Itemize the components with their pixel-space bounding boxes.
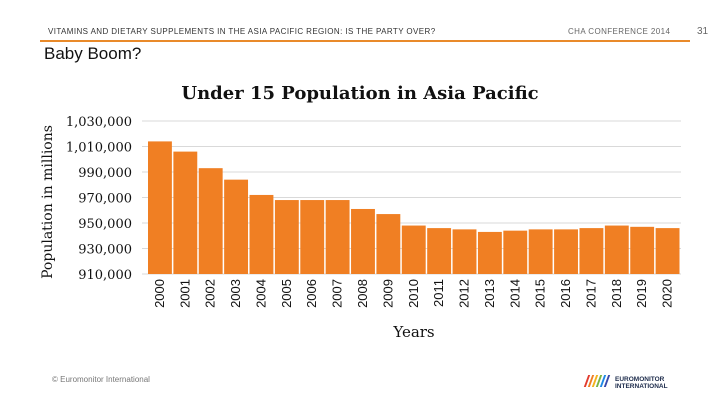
- top-bar-left: [0, 0, 420, 20]
- x-tick-label: 2017: [583, 279, 598, 308]
- bar-2001: [173, 151, 198, 274]
- x-tick-label: 2019: [634, 279, 649, 308]
- y-tick-label: 990,000: [78, 166, 132, 181]
- x-tick-label: 2005: [279, 279, 294, 308]
- x-tick-label: 2001: [177, 279, 192, 308]
- x-tick-label: 2007: [330, 279, 345, 308]
- x-tick-label: 2000: [152, 279, 167, 308]
- logo-text-line1: EUROMONITOR: [615, 376, 665, 383]
- bar-2015: [528, 229, 553, 274]
- y-tick-label: 970,000: [78, 192, 132, 207]
- x-axis-label: Years: [392, 323, 434, 341]
- x-tick-label: 2015: [533, 279, 548, 308]
- logo-text-line2: INTERNATIONAL: [615, 383, 668, 390]
- bar-2018: [604, 225, 629, 274]
- y-tick-label: 930,000: [78, 243, 132, 258]
- bar-2013: [477, 231, 502, 274]
- x-tick-label: 2006: [304, 279, 319, 308]
- bar-2014: [503, 230, 528, 274]
- bar-2006: [300, 200, 325, 274]
- chart-title: Under 15 Population in Asia Pacific: [181, 83, 538, 104]
- x-tick-label: 2008: [355, 279, 370, 308]
- x-tick-label: 2004: [253, 279, 268, 308]
- bar-2004: [249, 194, 274, 274]
- y-tick-label: 910,000: [78, 268, 132, 283]
- y-tick-label: 950,000: [78, 217, 132, 232]
- x-tick-label: 2012: [457, 279, 472, 308]
- footer-copyright: © Euromonitor International: [52, 375, 150, 384]
- bars: [148, 141, 680, 274]
- bar-2005: [274, 200, 299, 274]
- x-tick-label: 2016: [558, 279, 573, 308]
- x-tick-label: 2018: [609, 279, 624, 308]
- bar-2012: [452, 229, 477, 274]
- bar-2003: [224, 179, 249, 274]
- y-tick-label: 1,010,000: [66, 141, 132, 156]
- bar-2011: [427, 228, 452, 274]
- y-tick-label: 1,030,000: [66, 115, 132, 130]
- bar-2020: [655, 228, 680, 274]
- x-tick-label: 2013: [482, 279, 497, 308]
- logo-stripes-icon: EUROMONITOR INTERNATIONAL: [583, 375, 668, 390]
- top-bar: [0, 0, 720, 20]
- x-axis-ticks: 2000 2001 2002 2003 2004 2005 2006 2007 2008 2009…: [152, 279, 675, 308]
- y-axis-label: Population in millions: [40, 125, 56, 279]
- bar-2019: [630, 226, 655, 274]
- bar-2000: [148, 141, 172, 274]
- bar-2002: [198, 168, 223, 274]
- bar-2016: [554, 229, 578, 274]
- x-tick-label: 2003: [228, 279, 243, 308]
- y-axis-ticks: 910,000 930,000 950,000 970,000 990,000 1,010…: [66, 115, 132, 283]
- conference-label: CHA CONFERENCE 2014: [568, 27, 671, 36]
- euromonitor-logo: EUROMONITOR INTERNATIONAL: [582, 370, 682, 397]
- x-tick-label: 2010: [406, 279, 421, 308]
- slide-title: Baby Boom?: [44, 44, 142, 63]
- x-tick-label: 2020: [660, 279, 675, 308]
- x-tick-label: 2002: [203, 279, 218, 308]
- bar-2007: [325, 200, 350, 274]
- x-tick-label: 2011: [431, 279, 446, 307]
- bar-2009: [376, 214, 401, 274]
- header-title: VITAMINS AND DIETARY SUPPLEMENTS IN THE …: [48, 27, 436, 36]
- x-tick-label: 2009: [380, 279, 395, 308]
- bar-2010: [401, 225, 426, 274]
- bar-2008: [351, 208, 375, 274]
- bar-2017: [579, 228, 604, 274]
- header-rule: [40, 40, 690, 42]
- x-tick-label: 2014: [507, 279, 522, 308]
- page-number: 31: [697, 26, 709, 37]
